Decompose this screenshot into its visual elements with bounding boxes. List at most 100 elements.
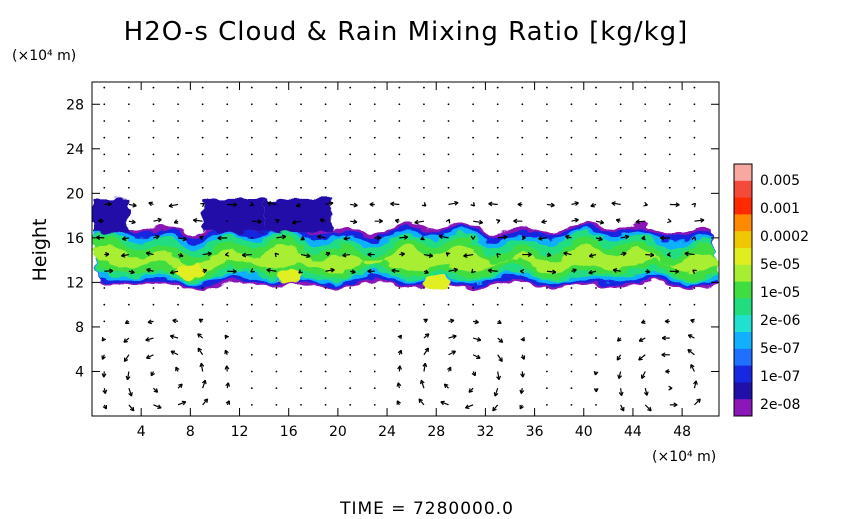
wind-arrow (420, 380, 425, 389)
wind-arrow-head (182, 236, 187, 242)
colorbar-swatch (734, 382, 752, 400)
wind-arrow-head (369, 201, 374, 207)
wind-dot (619, 86, 622, 89)
wind-dot (423, 153, 425, 156)
wind-dot (373, 153, 376, 156)
wind-dot (570, 287, 573, 289)
wind-dot (447, 120, 450, 122)
wind-arrow (202, 380, 206, 389)
wind-arrow (472, 337, 482, 341)
wind-dot (447, 186, 450, 189)
wind-dot (373, 320, 376, 323)
wind-arrow-head (675, 269, 680, 274)
wind-arrow-head (397, 334, 402, 340)
wind-arrow (690, 364, 695, 372)
wind-arrow-head (109, 268, 114, 274)
wind-arrow-head (199, 235, 204, 241)
wind-dot (103, 103, 106, 106)
x-tick-label: 12 (231, 424, 249, 440)
wind-arrow-head (224, 365, 230, 370)
wind-arrow-head (470, 235, 476, 240)
wind-dot (545, 403, 548, 406)
wind-arrow-head (638, 356, 643, 361)
wind-dot (127, 120, 130, 122)
wind-dot (668, 287, 671, 289)
wind-dot (324, 170, 327, 172)
y-tick-label: 4 (75, 364, 84, 380)
wind-arrow-head (394, 218, 400, 224)
wind-dot (324, 303, 327, 306)
wind-arrow-head (643, 391, 649, 396)
wind-arrow-head (396, 382, 402, 387)
wind-dot (275, 403, 278, 406)
wind-arrow-head (197, 333, 202, 338)
wind-dot (472, 153, 475, 156)
wind-dot (496, 86, 499, 89)
wind-arrow (418, 398, 425, 406)
wind-dot (373, 103, 376, 106)
wind-arrow-head (198, 318, 204, 324)
wind-dot (496, 153, 499, 156)
wind-dot (693, 153, 696, 156)
wind-dot (693, 170, 696, 172)
wind-dot (250, 170, 253, 172)
wind-arrow-head (673, 402, 678, 408)
wind-dot (619, 136, 622, 139)
wind-dot (668, 170, 671, 172)
wind-dot (300, 353, 302, 356)
wind-dot (275, 136, 278, 139)
wind-arrow-head (687, 334, 693, 339)
wind-dot (447, 86, 450, 89)
wind-dot (595, 86, 597, 89)
wind-arrow-head (281, 234, 287, 240)
wind-arrow-head (421, 202, 427, 207)
wind-dot (152, 303, 155, 306)
wind-dot (644, 186, 647, 189)
wind-arrow (145, 337, 154, 341)
wind-arrow-head (687, 348, 692, 354)
plot-frame (91, 81, 720, 417)
wind-dot (373, 186, 376, 189)
wind-arrow (325, 202, 334, 206)
wind-dot (595, 353, 597, 356)
wind-arrow-head (588, 253, 594, 258)
wind-dot (423, 120, 425, 122)
wind-arrow-head (172, 318, 177, 324)
wind-arrow-head (275, 219, 280, 224)
wind-arrow (170, 350, 179, 356)
wind-dot (496, 120, 499, 122)
wind-dot (201, 136, 204, 139)
wind-dot (127, 170, 130, 172)
wind-arrow (251, 220, 262, 223)
wind-arrow-head (257, 219, 262, 225)
wind-dot (250, 303, 253, 306)
wind-arrow-head (700, 217, 705, 223)
wind-arrow-head (622, 251, 627, 257)
wind-dot (398, 136, 401, 139)
wind-dot (349, 403, 352, 406)
wind-dot (595, 337, 597, 339)
wind-arrow (641, 371, 646, 379)
wind-dot (177, 186, 179, 189)
wind-arrow-head (521, 235, 526, 241)
wind-dot (668, 303, 671, 306)
wind-dot (423, 303, 425, 306)
wind-arrow (473, 220, 483, 224)
wind-dot (250, 120, 253, 122)
wind-dot (595, 136, 597, 139)
wind-arrow (325, 269, 335, 272)
wind-arrow (202, 252, 212, 256)
wind-dot (619, 120, 622, 122)
wind-arrow-head (124, 319, 130, 325)
colorbar-swatch (734, 231, 752, 249)
wind-dot (668, 186, 671, 189)
y-axis-label: Height (29, 219, 51, 282)
wind-arrow-head (468, 388, 473, 393)
wind-arrow-head (367, 268, 372, 274)
wind-dot (570, 303, 573, 306)
wind-dot (521, 287, 524, 289)
wind-arrow (611, 202, 621, 206)
wind-dot (226, 186, 229, 189)
wind-dot (324, 153, 327, 156)
wind-arrow-head (200, 202, 205, 208)
